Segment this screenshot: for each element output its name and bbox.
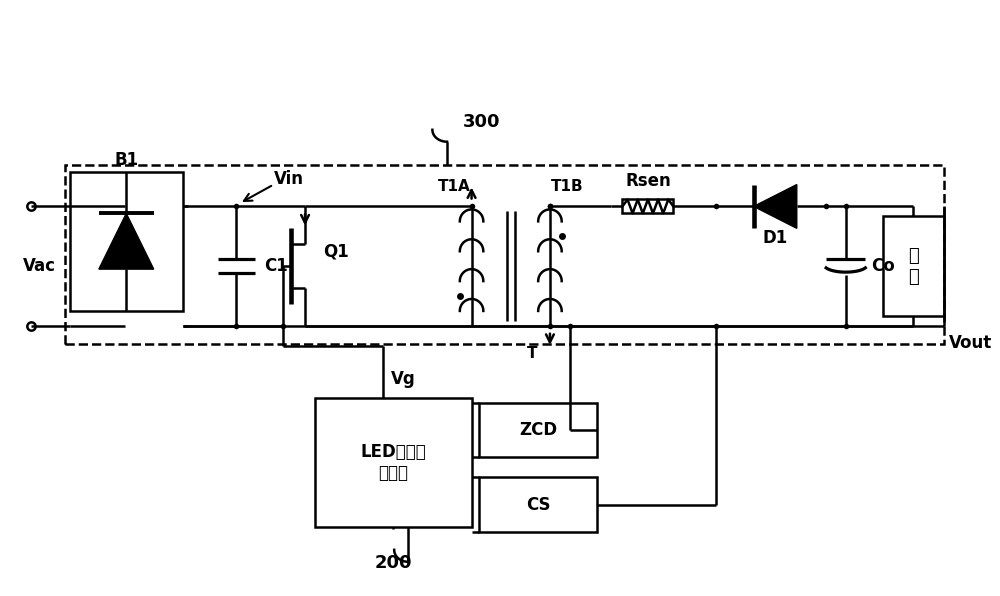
Text: LED驱动控
制电路: LED驱动控 制电路	[360, 443, 426, 482]
Text: 300: 300	[463, 113, 500, 131]
Text: Co: Co	[871, 257, 895, 275]
Text: B1: B1	[114, 151, 138, 169]
Bar	[70, 172, 183, 311]
Polygon shape	[754, 185, 797, 228]
Text: ZCD: ZCD	[519, 421, 557, 439]
Bar	[315, 398, 472, 527]
Text: CS: CS	[526, 495, 550, 514]
Bar	[65, 164, 944, 344]
Bar	[479, 402, 597, 457]
Text: D1: D1	[763, 229, 788, 247]
Text: T: T	[527, 346, 538, 361]
Text: 200: 200	[374, 554, 412, 572]
Text: 负
载: 负 载	[908, 247, 919, 285]
Text: Vin: Vin	[274, 169, 304, 188]
Bar	[622, 200, 673, 213]
Text: C1: C1	[264, 257, 288, 275]
Text: Q1: Q1	[323, 242, 348, 260]
Bar	[883, 216, 944, 316]
Text: Vac: Vac	[23, 257, 56, 275]
Text: Vout: Vout	[949, 334, 992, 352]
Text: T1B: T1B	[551, 179, 584, 194]
Text: Rsen: Rsen	[625, 172, 671, 190]
Text: T1A: T1A	[438, 179, 470, 194]
Polygon shape	[99, 213, 154, 269]
Text: Vg: Vg	[391, 370, 416, 387]
Bar	[479, 477, 597, 532]
